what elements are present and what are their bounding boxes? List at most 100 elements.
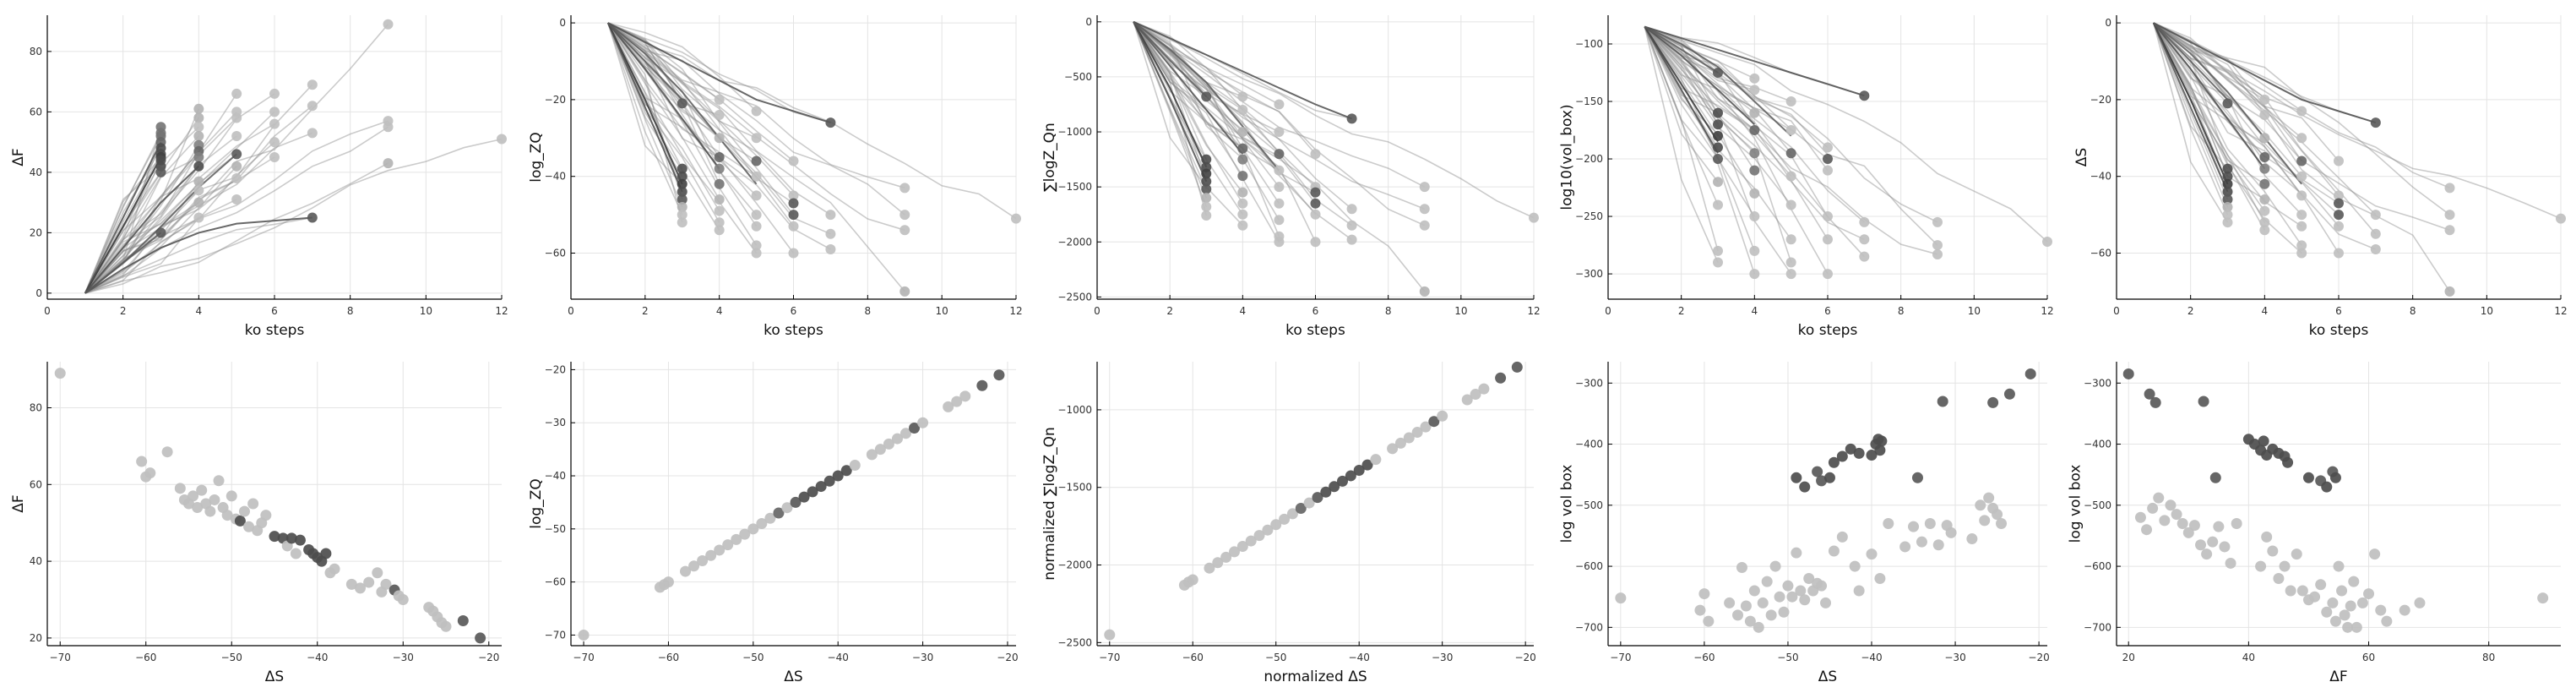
x-tick-label: 8 [865, 305, 872, 317]
chart-panel-5: 0 2 4 6 8 10 12 0 −20 −40 −60 ko steps ΔS [2073, 15, 2568, 339]
trajectory-line-highlight [2153, 22, 2266, 170]
scatter-point [1992, 509, 2003, 521]
scatter-point [747, 523, 759, 535]
scatter-point [1736, 562, 1747, 574]
endpoint-marker [1201, 154, 1212, 165]
scatter-point [1511, 361, 1523, 373]
trajectory-line [2153, 22, 2229, 177]
endpoint-marker [2296, 190, 2307, 201]
scatter-point [680, 565, 692, 577]
scatter-point [247, 498, 259, 510]
scatter-point [226, 490, 237, 502]
endpoint-marker [714, 110, 725, 121]
trajectory-line [84, 156, 199, 294]
scatter-point [1836, 531, 1848, 543]
trajectory-line [1644, 26, 1829, 217]
trajectory-line-highlight [607, 22, 683, 101]
scatter-point [355, 582, 367, 594]
scatter-point [2003, 388, 2015, 400]
y-axis-label: log_ZQ [528, 132, 545, 182]
x-axis-label: ΔS [1818, 668, 1837, 685]
trajectory-line [1133, 21, 1317, 216]
endpoint-marker [2222, 163, 2233, 174]
trajectory-line [2153, 22, 2265, 200]
scatter-point [285, 532, 297, 544]
endpoint-marker [1274, 198, 1285, 209]
endpoint-marker [714, 163, 725, 174]
endpoint-marker [677, 194, 687, 205]
trajectory-line [1133, 21, 1317, 155]
x-tick-label: 4 [196, 305, 203, 317]
scatter-point [1853, 585, 1865, 597]
endpoint-marker [751, 156, 762, 166]
endpoint-marker [269, 152, 280, 162]
y-tick-label: 0 [35, 287, 42, 299]
scatter-point [2285, 585, 2296, 597]
y-tick-label: −300 [2084, 377, 2111, 389]
scatter-point [2309, 591, 2321, 603]
scatter-point [238, 505, 250, 517]
trajectory-line [1133, 21, 1207, 97]
endpoint-marker [1785, 199, 1796, 210]
x-axis-label: ko steps [1285, 322, 1345, 339]
scatter-point [731, 533, 742, 545]
chart-panel-1: 0 2 4 6 8 10 12 0 20 40 60 80 ko steps ΔF [10, 15, 508, 339]
endpoint-marker [269, 118, 280, 129]
y-tick-label: −300 [1575, 377, 1603, 389]
scatter-point [1866, 450, 1878, 461]
x-tick-label: 6 [791, 305, 797, 317]
trajectory-line [607, 22, 683, 200]
scatter-point [917, 417, 929, 428]
scatter-point [2291, 548, 2302, 560]
x-tick-label: 6 [2335, 305, 2342, 317]
trajectory-line [84, 145, 199, 294]
trajectory-line [84, 105, 313, 294]
x-tick-label: 0 [44, 305, 51, 317]
scatter-point [1270, 519, 1282, 531]
endpoint-marker [1201, 176, 1212, 187]
trajectory-line-highlight [1133, 21, 1280, 172]
y-tick-label: −700 [1575, 621, 1603, 633]
trajectory-line [2153, 22, 2562, 220]
endpoint-marker [1785, 269, 1796, 280]
endpoint-marker [1859, 90, 1870, 101]
scatter-point [1774, 591, 1785, 603]
endpoint-marker [2296, 221, 2307, 232]
endpoint-marker [1310, 198, 1321, 209]
scatter-point [1694, 604, 1706, 616]
trajectory-line [1133, 21, 1280, 155]
endpoint-marker [1823, 154, 1833, 165]
scatter-point [136, 456, 148, 467]
endpoint-marker [2334, 248, 2344, 259]
endpoint-marker [231, 173, 242, 184]
x-tick-label: −30 [1432, 652, 1453, 663]
trajectory-line [1644, 26, 1792, 263]
endpoint-marker [2296, 240, 2307, 251]
endpoint-marker [825, 228, 836, 239]
y-tick-label: 60 [30, 106, 42, 117]
trajectory-line [84, 111, 237, 294]
x-tick-label: −70 [50, 652, 71, 663]
endpoint-marker [1713, 154, 1723, 165]
endpoint-marker [2042, 236, 2052, 247]
endpoint-marker [2370, 228, 2381, 239]
endpoint-marker [1749, 148, 1760, 159]
trajectory-line [2153, 22, 2450, 216]
endpoint-marker [1749, 165, 1760, 176]
scatter-point [2153, 492, 2165, 504]
plot-area [2122, 368, 2549, 633]
x-tick-label: 0 [568, 305, 574, 317]
trajectory-line [1644, 25, 1791, 102]
trajectory-line [84, 156, 275, 294]
endpoint-marker [1785, 257, 1796, 268]
endpoint-marker [1932, 248, 1943, 259]
scatter-point [1791, 472, 1802, 483]
endpoint-marker [1237, 143, 1248, 154]
x-tick-label: 8 [2410, 305, 2416, 317]
x-tick-label: 2 [2187, 305, 2194, 317]
endpoint-marker [1310, 209, 1321, 220]
scatter-point [2339, 609, 2350, 621]
x-axis-label: ΔS [784, 668, 802, 685]
scatter-point [1353, 465, 1365, 477]
trajectory-line [2153, 22, 2340, 196]
